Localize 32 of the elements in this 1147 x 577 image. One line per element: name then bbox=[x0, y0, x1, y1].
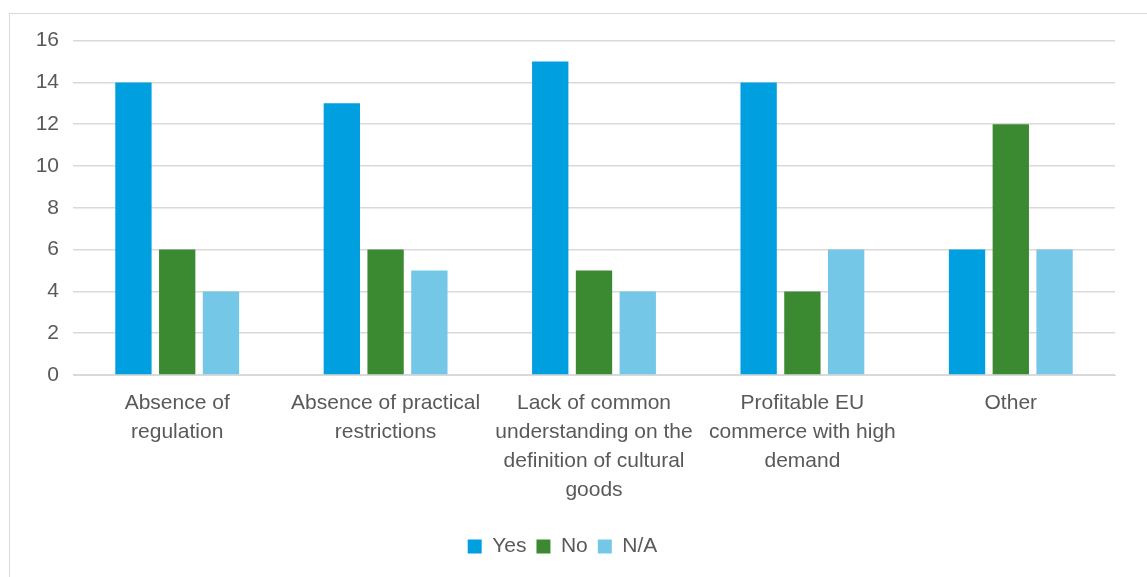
bar bbox=[828, 249, 865, 375]
y-tick-label: 4 bbox=[47, 278, 60, 302]
y-tick-label: 8 bbox=[47, 194, 59, 218]
bar bbox=[159, 249, 196, 375]
y-tick-label: 14 bbox=[35, 69, 60, 93]
bar bbox=[411, 270, 448, 375]
bar bbox=[532, 61, 569, 375]
bar bbox=[619, 291, 656, 375]
y-tick-label: 0 bbox=[47, 361, 59, 385]
bar bbox=[992, 124, 1029, 375]
bar bbox=[367, 249, 404, 375]
y-tick-label: 16 bbox=[35, 27, 59, 51]
bar bbox=[202, 291, 240, 375]
y-tick-label: 2 bbox=[47, 320, 59, 343]
x-tick-label: Absence of practical restrictions bbox=[291, 390, 481, 443]
x-tick-label: Absence of regulation bbox=[124, 390, 230, 443]
bar bbox=[784, 291, 821, 375]
legend-label: N/A bbox=[622, 533, 658, 557]
bar bbox=[740, 82, 777, 375]
bar bbox=[115, 82, 152, 375]
legend-label: No bbox=[560, 533, 588, 557]
x-tick-label: Lack of common understanding on the definition of cultural goods bbox=[495, 390, 693, 501]
bar bbox=[323, 103, 360, 375]
bar bbox=[575, 270, 613, 375]
legend-label: Yes bbox=[492, 533, 527, 557]
y-tick-label: 6 bbox=[47, 236, 59, 260]
x-tick-label: Profitable EU commerce with high demand bbox=[709, 390, 896, 472]
bar bbox=[948, 249, 986, 375]
bar bbox=[1036, 249, 1073, 375]
x-tick-label: Other bbox=[984, 390, 1038, 414]
y-tick-label: 12 bbox=[35, 111, 59, 134]
y-tick-label: 10 bbox=[35, 152, 59, 176]
